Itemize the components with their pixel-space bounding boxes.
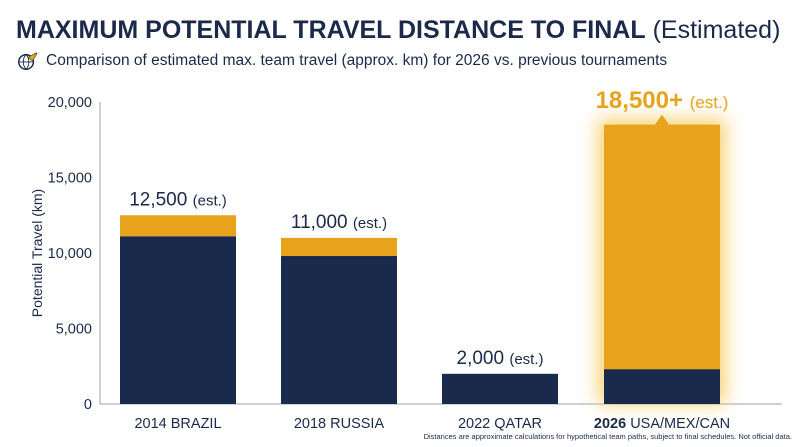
y-tick-label: 5,000 [56,322,92,338]
x-tick-name: RUSSIA [330,416,384,432]
bar-segment-gold [281,237,397,257]
bar-segment-navy [604,369,720,404]
y-tick-label: 20,000 [48,95,92,111]
x-tick-label: 2018 RUSSIA [294,416,385,432]
x-tick-name: BRAZIL [171,416,222,432]
x-tick-label: 2014 BRAZIL [134,416,221,432]
x-tick-year: 2022 [458,416,494,432]
data-label-suffix: (est.) [509,351,543,368]
data-label-pointer [655,114,669,125]
data-label: 2,000 (est.) [457,348,544,369]
bar-segment-navy [120,236,236,404]
data-label-suffix: (est.) [690,93,729,112]
x-tick-label: 2022 QATAR [458,416,542,432]
data-label: 12,500 (est.) [129,189,227,210]
bar-segment-gold [120,215,236,237]
chart-title-main: MAXIMUM POTENTIAL TRAVEL DISTANCE TO FIN… [16,16,646,44]
data-label-value: 12,500 [129,189,192,210]
bar-segment-navy [442,373,558,404]
data-label-suffix: (est.) [193,192,227,209]
data-label: 11,000 (est.) [291,212,387,233]
data-label-value: 18,500+ [596,87,690,114]
x-tick-name: USA/MEX/CAN [630,416,730,432]
x-tick-year: 2026 [594,416,630,432]
x-tick-name: QATAR [494,416,542,432]
data-label-value: 11,000 [291,212,353,233]
plane-globe-icon [18,52,38,70]
data-label: 18,500+ (est.) [596,87,729,114]
y-axis-label: Potential Travel (km) [29,189,45,317]
bar-segment-gold [604,124,720,370]
chart-title-suffix: (Estimated) [652,16,781,44]
y-tick-label: 0 [84,397,92,413]
bar-segment-navy [281,256,397,404]
x-tick-year: 2014 [134,416,170,432]
footnote: Distances are approximate calculations f… [423,432,792,441]
y-tick-label: 10,000 [48,246,92,262]
data-label-value: 2,000 [457,348,510,369]
chart-subtitle: Comparison of estimated max. team travel… [16,50,667,72]
x-tick-label: 2026 USA/MEX/CAN [594,416,730,432]
chart-subtitle-text: Comparison of estimated max. team travel… [46,52,668,69]
x-tick-year: 2018 [294,416,330,432]
y-tick-label: 15,000 [48,171,92,187]
chart-title: MAXIMUM POTENTIAL TRAVEL DISTANCE TO FIN… [16,16,780,45]
data-label-suffix: (est.) [353,215,387,232]
